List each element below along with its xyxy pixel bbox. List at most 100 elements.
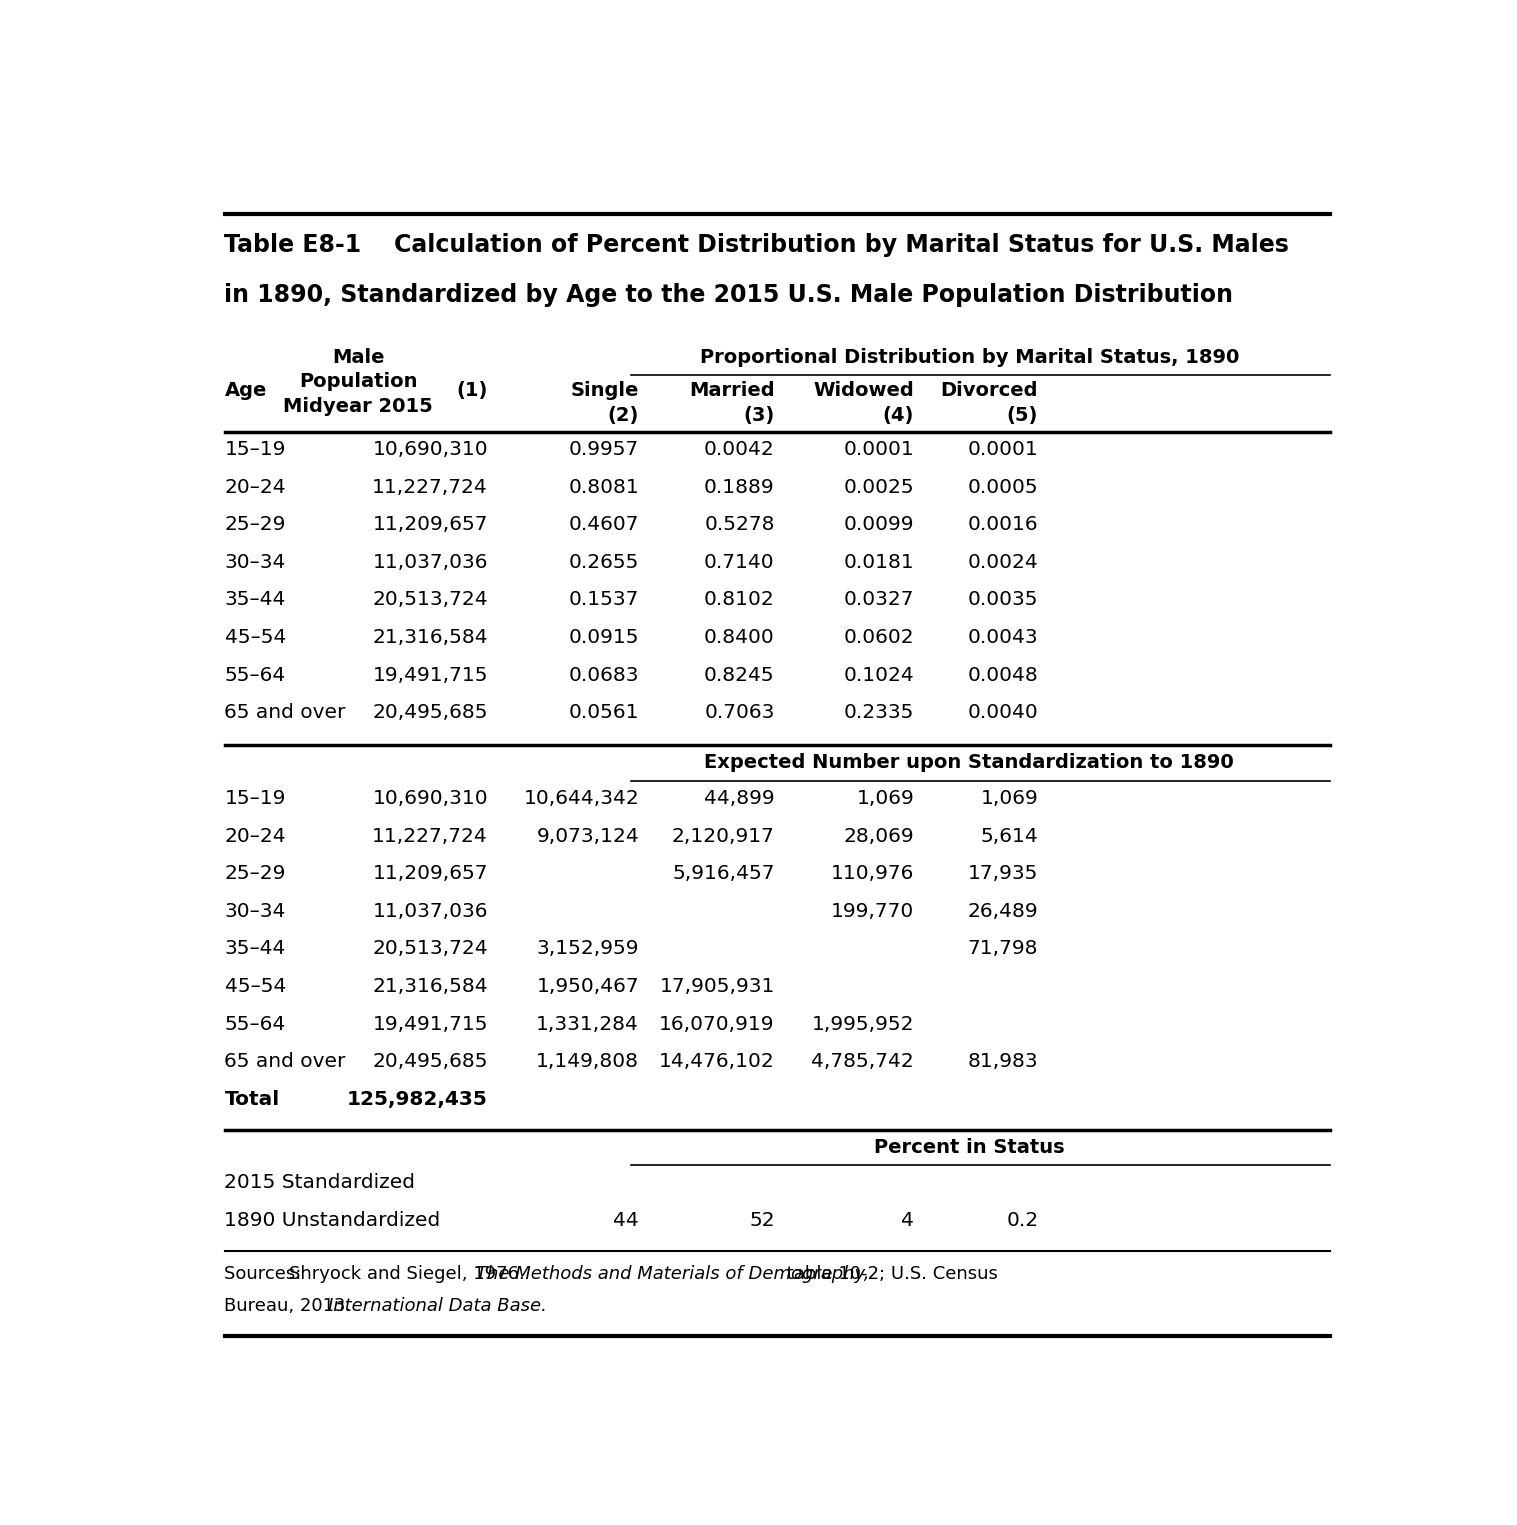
Text: 11,209,657: 11,209,657 (373, 515, 488, 534)
Text: Total: Total (225, 1090, 279, 1109)
Text: 20,495,685: 20,495,685 (373, 1052, 488, 1071)
Text: 0.8245: 0.8245 (704, 665, 775, 685)
Text: 30–34: 30–34 (225, 554, 285, 572)
Text: 15–19: 15–19 (225, 441, 285, 459)
Text: Age: Age (225, 381, 267, 401)
Text: 3,152,959: 3,152,959 (537, 939, 639, 958)
Text: 0.0099: 0.0099 (843, 515, 915, 534)
Text: 25–29: 25–29 (225, 865, 285, 883)
Text: 0.0327: 0.0327 (843, 590, 915, 610)
Text: 1,995,952: 1,995,952 (812, 1014, 915, 1034)
Text: 71,798: 71,798 (968, 939, 1038, 958)
Text: 81,983: 81,983 (968, 1052, 1038, 1071)
Text: 0.7140: 0.7140 (704, 554, 775, 572)
Text: 0.0001: 0.0001 (843, 441, 915, 459)
Text: 0.7063: 0.7063 (704, 703, 775, 723)
Text: Shryock and Siegel, 1976.: Shryock and Siegel, 1976. (288, 1266, 531, 1284)
Text: 10,690,310: 10,690,310 (372, 441, 488, 459)
Text: 0.0042: 0.0042 (704, 441, 775, 459)
Text: 30–34: 30–34 (225, 901, 285, 921)
Text: 16,070,919: 16,070,919 (660, 1014, 775, 1034)
Text: Single
(2): Single (2) (570, 381, 639, 425)
Text: 0.0915: 0.0915 (569, 628, 639, 647)
Text: 52: 52 (749, 1211, 775, 1231)
Text: 0.0025: 0.0025 (843, 477, 915, 497)
Text: 11,227,724: 11,227,724 (372, 827, 488, 845)
Text: 11,037,036: 11,037,036 (373, 901, 488, 921)
Text: 0.0040: 0.0040 (968, 703, 1038, 723)
Text: 0.0181: 0.0181 (843, 554, 915, 572)
Text: 44: 44 (613, 1211, 639, 1231)
Text: 11,227,724: 11,227,724 (372, 477, 488, 497)
Text: 0.2: 0.2 (1006, 1211, 1038, 1231)
Text: The Methods and Materials of Demography,: The Methods and Materials of Demography, (476, 1266, 869, 1284)
Text: 10,690,310: 10,690,310 (372, 788, 488, 808)
Text: 4,785,742: 4,785,742 (812, 1052, 915, 1071)
Text: 44,899: 44,899 (704, 788, 775, 808)
Text: 5,614: 5,614 (980, 827, 1038, 845)
Text: 21,316,584: 21,316,584 (372, 628, 488, 647)
Text: 1,069: 1,069 (980, 788, 1038, 808)
Text: 21,316,584: 21,316,584 (372, 978, 488, 996)
Text: 1,331,284: 1,331,284 (536, 1014, 639, 1034)
Text: 0.4607: 0.4607 (569, 515, 639, 534)
Text: 19,491,715: 19,491,715 (373, 1014, 488, 1034)
Text: 0.1889: 0.1889 (704, 477, 775, 497)
Text: 125,982,435: 125,982,435 (347, 1090, 488, 1109)
Text: 0.8400: 0.8400 (704, 628, 775, 647)
Text: Male
Population
Midyear 2015: Male Population Midyear 2015 (284, 348, 432, 416)
Text: Sources:: Sources: (225, 1266, 308, 1284)
Text: 17,905,931: 17,905,931 (660, 978, 775, 996)
Text: 0.0005: 0.0005 (968, 477, 1038, 497)
Text: 20,495,685: 20,495,685 (373, 703, 488, 723)
Text: 2015 Standardized: 2015 Standardized (225, 1173, 416, 1193)
Text: Table E8-1    Calculation of Percent Distribution by Marital Status for U.S. Mal: Table E8-1 Calculation of Percent Distri… (225, 233, 1289, 258)
Text: 1,950,467: 1,950,467 (537, 978, 639, 996)
Text: Bureau, 2013.: Bureau, 2013. (225, 1296, 358, 1315)
Text: 0.8102: 0.8102 (704, 590, 775, 610)
Text: Proportional Distribution by Marital Status, 1890: Proportional Distribution by Marital Sta… (699, 348, 1239, 368)
Text: (1): (1) (457, 381, 488, 401)
Text: 26,489: 26,489 (968, 901, 1038, 921)
Text: 0.0561: 0.0561 (569, 703, 639, 723)
Text: 20–24: 20–24 (225, 827, 287, 845)
Text: Married
(3): Married (3) (689, 381, 775, 425)
Text: 10,644,342: 10,644,342 (523, 788, 639, 808)
Text: 0.1537: 0.1537 (569, 590, 639, 610)
Text: 0.0048: 0.0048 (968, 665, 1038, 685)
Text: 4: 4 (901, 1211, 915, 1231)
Text: 0.2655: 0.2655 (569, 554, 639, 572)
Text: 1,149,808: 1,149,808 (536, 1052, 639, 1071)
Text: International Data Base.: International Data Base. (328, 1296, 546, 1315)
Text: table 10-2; U.S. Census: table 10-2; U.S. Census (781, 1266, 998, 1284)
Text: 55–64: 55–64 (225, 665, 285, 685)
Text: 35–44: 35–44 (225, 590, 285, 610)
Text: 0.8081: 0.8081 (569, 477, 639, 497)
Text: 1890 Unstandardized: 1890 Unstandardized (225, 1211, 441, 1231)
Text: 11,209,657: 11,209,657 (373, 865, 488, 883)
Text: 17,935: 17,935 (968, 865, 1038, 883)
Text: 1,069: 1,069 (857, 788, 915, 808)
Text: 25–29: 25–29 (225, 515, 285, 534)
Text: Percent in Status: Percent in Status (874, 1138, 1065, 1157)
Text: 45–54: 45–54 (225, 628, 285, 647)
Text: in 1890, Standardized by Age to the 2015 U.S. Male Population Distribution: in 1890, Standardized by Age to the 2015… (225, 284, 1233, 308)
Text: 0.0043: 0.0043 (968, 628, 1038, 647)
Text: 0.0016: 0.0016 (968, 515, 1038, 534)
Text: 20,513,724: 20,513,724 (372, 939, 488, 958)
Text: 65 and over: 65 and over (225, 703, 346, 723)
Text: 15–19: 15–19 (225, 788, 285, 808)
Text: 19,491,715: 19,491,715 (373, 665, 488, 685)
Text: Expected Number upon Standardization to 1890: Expected Number upon Standardization to … (704, 753, 1235, 772)
Text: 199,770: 199,770 (831, 901, 915, 921)
Text: 5,916,457: 5,916,457 (672, 865, 775, 883)
Text: 0.0024: 0.0024 (968, 554, 1038, 572)
Text: 65 and over: 65 and over (225, 1052, 346, 1071)
Text: Widowed
(4): Widowed (4) (813, 381, 915, 425)
Text: 45–54: 45–54 (225, 978, 285, 996)
Text: 35–44: 35–44 (225, 939, 285, 958)
Text: 0.1024: 0.1024 (843, 665, 915, 685)
Text: 0.0035: 0.0035 (968, 590, 1038, 610)
Text: 0.0001: 0.0001 (968, 441, 1038, 459)
Text: 9,073,124: 9,073,124 (537, 827, 639, 845)
